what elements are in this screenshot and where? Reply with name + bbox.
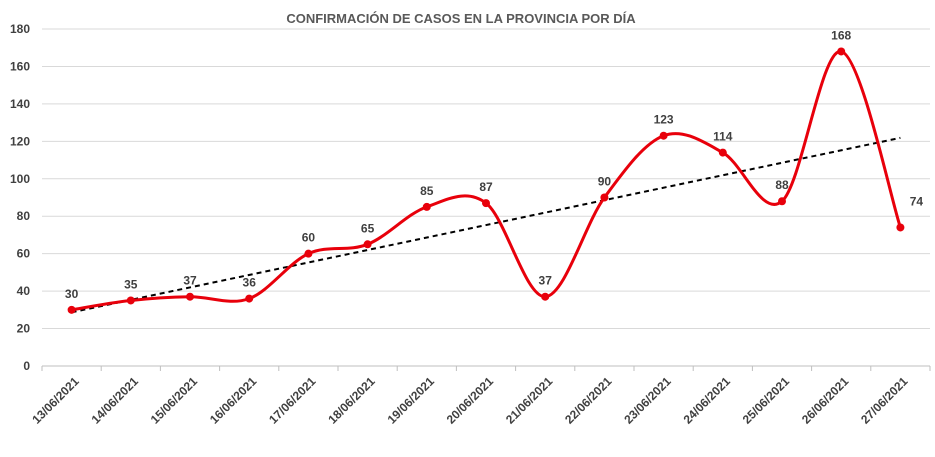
data-label: 30 [65, 287, 79, 301]
y-tick-label: 140 [10, 97, 30, 111]
data-label: 36 [243, 276, 257, 290]
data-point [186, 292, 194, 301]
x-tick-label: 22/06/2021 [562, 374, 615, 427]
x-tick-label: 16/06/2021 [207, 374, 260, 427]
y-tick-label: 0 [23, 359, 30, 373]
y-tick-label: 60 [17, 247, 31, 261]
x-tick-label: 27/06/2021 [858, 374, 911, 427]
x-tick-label: 25/06/2021 [740, 374, 793, 427]
data-point [304, 249, 313, 258]
chart-title: CONFIRMACIÓN DE CASOS EN LA PROVINCIA PO… [286, 11, 636, 26]
data-label: 74 [910, 194, 924, 208]
data-point [245, 294, 254, 303]
data-point [363, 240, 372, 249]
y-tick-label: 120 [10, 134, 30, 148]
y-axis: 0 20 40 60 80 100 120 140 160 180 [10, 22, 30, 373]
x-tick-label: 13/06/2021 [29, 374, 82, 427]
x-tick-label: 15/06/2021 [148, 374, 201, 427]
data-point [659, 131, 668, 140]
data-point [600, 193, 609, 202]
x-tick-label: 21/06/2021 [503, 374, 556, 427]
data-point [126, 296, 135, 305]
data-label: 35 [124, 277, 138, 291]
x-tick-label: 18/06/2021 [325, 374, 378, 427]
x-tick-label: 26/06/2021 [799, 374, 852, 427]
data-point [778, 197, 786, 206]
data-point [896, 223, 905, 232]
data-point [482, 199, 490, 208]
y-tick-label: 80 [17, 209, 31, 223]
data-label: 60 [302, 231, 316, 245]
x-tick-label: 23/06/2021 [621, 374, 674, 427]
data-point [718, 148, 727, 157]
data-label: 168 [831, 28, 851, 42]
x-tick-label: 20/06/2021 [444, 374, 497, 427]
y-tick-label: 160 [10, 59, 30, 73]
data-label: 87 [479, 180, 493, 194]
data-label: 37 [539, 274, 553, 288]
data-label: 114 [713, 130, 733, 144]
trendline-layer [71, 136, 901, 314]
data-label: 65 [361, 221, 375, 235]
data-point [67, 305, 76, 314]
data-point [837, 47, 846, 56]
x-tick-label: 19/06/2021 [385, 374, 438, 427]
x-tick-label: 24/06/2021 [681, 374, 734, 427]
data-label: 85 [420, 184, 434, 198]
data-point [422, 202, 431, 211]
trendline [71, 136, 901, 314]
data-label: 88 [775, 178, 789, 192]
y-tick-label: 100 [10, 172, 30, 186]
y-tick-label: 40 [17, 284, 31, 298]
data-label: 37 [183, 274, 197, 288]
x-tick-label: 17/06/2021 [266, 374, 319, 427]
data-label: 90 [598, 175, 612, 189]
x-tick-label: 14/06/2021 [89, 374, 142, 427]
data-point [541, 292, 550, 301]
y-tick-label: 20 [17, 322, 31, 336]
y-tick-label: 180 [10, 22, 30, 36]
data-labels-layer: 30 35 37 36 60 65 85 87 37 90 123 114 88 168 74 [65, 28, 923, 300]
data-label: 123 [654, 113, 674, 127]
points-layer [67, 47, 905, 314]
grid-layer [42, 28, 930, 367]
x-axis: 13/06/2021 14/06/2021 15/06/2021 16/06/2021… [29, 366, 931, 427]
